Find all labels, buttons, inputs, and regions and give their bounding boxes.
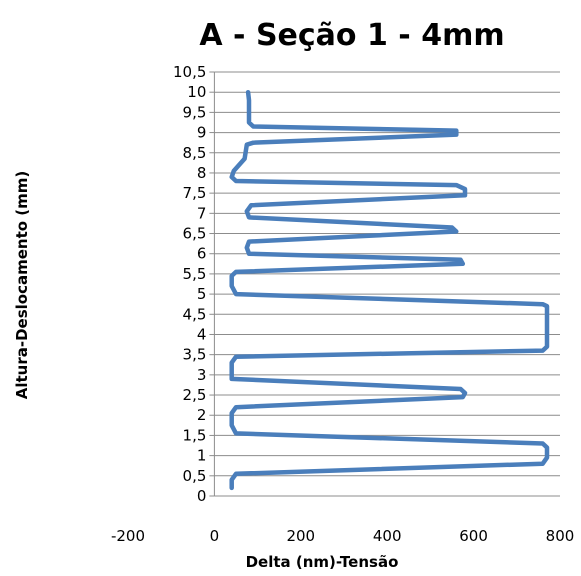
x-tick-label: 400: [373, 527, 402, 545]
y-tick-label: 7,5: [183, 184, 207, 202]
y-tick-label: 8,5: [183, 144, 207, 162]
x-tick-label: 0: [210, 527, 220, 545]
y-tick-label: 6,5: [183, 225, 207, 243]
x-tick-labels: -200 0 200 400 600 800: [111, 527, 574, 545]
y-tick-label: 10: [187, 83, 206, 101]
x-tick-label: 200: [286, 527, 315, 545]
y-tick-label: 5: [197, 285, 207, 303]
y-tick-label: 9: [197, 124, 207, 142]
y-tick-label: 2: [197, 406, 207, 424]
y-tick-label: 9,5: [183, 103, 207, 121]
axes: [209, 71, 215, 497]
chart-title: A - Seção 1 - 4mm: [199, 18, 504, 53]
x-axis-label: Delta (nm)-Tensão: [246, 553, 399, 571]
y-tick-label: 2,5: [183, 386, 207, 404]
y-tick-label: 10,5: [173, 63, 206, 81]
y-tick-label: 0: [197, 487, 207, 505]
y-tick-label: 0,5: [183, 467, 207, 485]
x-tick-label: -200: [111, 527, 145, 545]
y-tick-label: 6: [197, 245, 207, 263]
x-tick-label: 600: [459, 527, 488, 545]
series-line: [229, 89, 550, 491]
y-tick-labels: 0 0,5 1 1,5 2 2,5 3 3,5 4 4,5 5 5,5 6 6,5 7 7,5 8 8,5 9 9,5…: [173, 63, 206, 505]
y-tick-label: 4: [197, 325, 207, 343]
series-layer: [229, 89, 550, 491]
y-tick-label: 1: [197, 447, 207, 465]
y-tick-label: 3,5: [183, 346, 207, 364]
y-tick-label: 3: [197, 366, 207, 384]
y-tick-label: 4,5: [183, 305, 207, 323]
y-tick-label: 5,5: [183, 265, 207, 283]
y-tick-label: 7: [197, 204, 207, 222]
y-axis-label: Altura-Deslocamento (mm): [13, 171, 31, 400]
y-tick-label: 8: [197, 164, 207, 182]
y-tick-label: 1,5: [183, 426, 207, 444]
x-tick-label: 800: [546, 527, 575, 545]
